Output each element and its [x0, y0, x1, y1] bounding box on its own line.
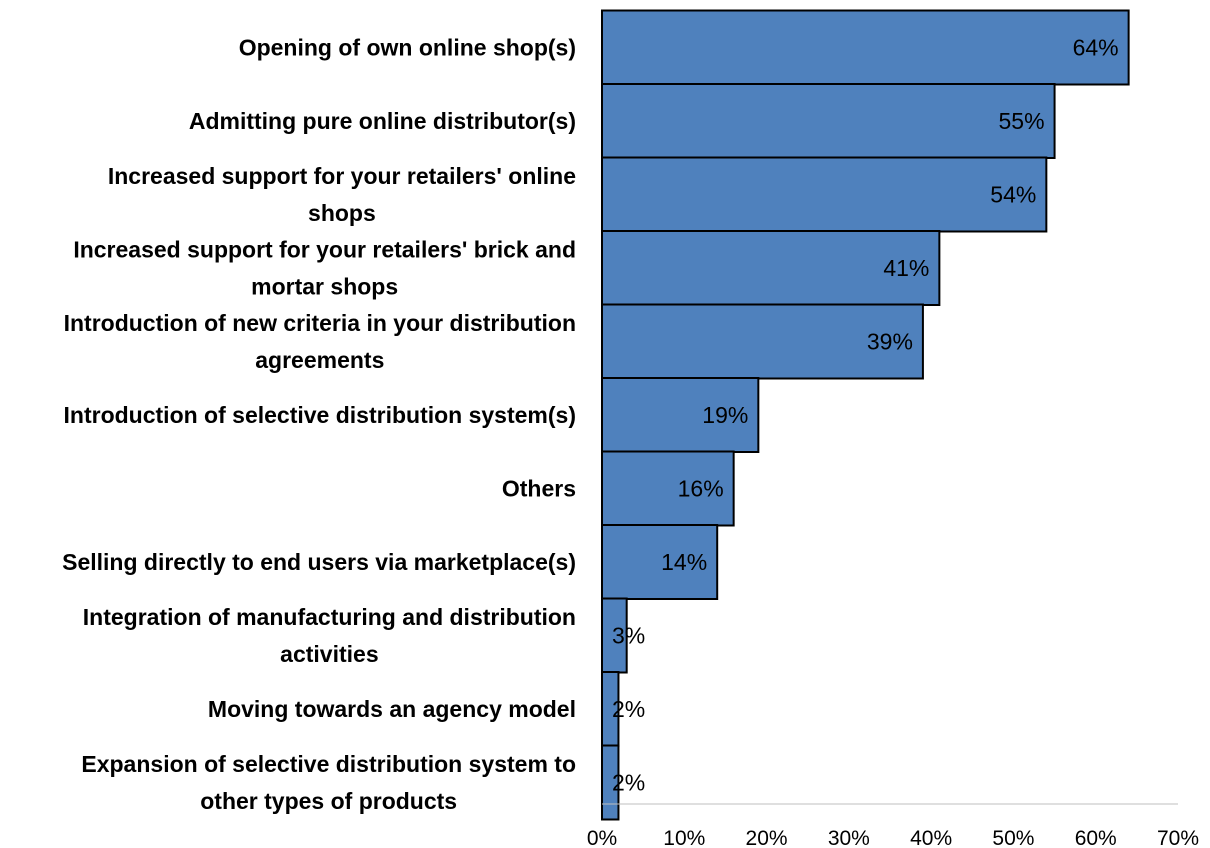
category-labels: Opening of own online shop(s) Admitting p… [62, 35, 576, 815]
category-label-line: Introduction of selective distribution s… [64, 402, 576, 428]
category-label-line: mortar shops [251, 274, 398, 300]
category-label-line: other types of products [200, 788, 457, 814]
category-label: Expansion of selective distribution syst… [81, 751, 576, 814]
bar [601, 450, 735, 527]
bar [601, 156, 1048, 233]
value-label: 55% [999, 108, 1045, 134]
x-tick-label: 70% [1157, 827, 1199, 848]
category-label-line: activities [280, 641, 378, 667]
bar [601, 83, 1056, 159]
value-labels: 64% 55% 54% 41% 39% 19% 16% 14% 3% 2% 2% [612, 35, 1119, 796]
category-label: Increased support for your retailers' br… [73, 237, 576, 300]
bar [601, 9, 1130, 86]
category-label-line: shops [308, 200, 376, 226]
value-label: 14% [661, 549, 707, 575]
value-label: 39% [867, 329, 913, 355]
bars [601, 9, 1130, 821]
category-label: Increased support for your retailers' on… [108, 163, 576, 226]
x-axis-tick-labels: 0% 10% 20% 30% 40% 50% 60% 70% [587, 827, 1199, 848]
x-tick-label: 60% [1075, 827, 1117, 848]
category-label: Others [502, 476, 576, 502]
x-tick-label: 0% [587, 827, 617, 848]
x-tick-label: 50% [992, 827, 1034, 848]
x-tick-label: 30% [828, 827, 870, 848]
category-label-line: Selling directly to end users via market… [62, 549, 576, 575]
value-label: 3% [612, 623, 645, 649]
category-label: Opening of own online shop(s) [239, 35, 576, 61]
bar [601, 524, 719, 600]
category-label: Moving towards an agency model [208, 696, 576, 722]
x-tick-label: 10% [663, 827, 705, 848]
bar [601, 377, 760, 453]
category-label: Introduction of new criteria in your dis… [64, 310, 576, 373]
category-label-line: agreements [255, 347, 384, 373]
category-label-line: Integration of manufacturing and distrib… [83, 604, 576, 630]
category-label: Introduction of selective distribution s… [64, 402, 576, 428]
bar [601, 303, 924, 380]
bar [601, 597, 628, 674]
x-tick-label: 40% [910, 827, 952, 848]
category-label-line: Others [502, 476, 576, 502]
category-label-line: Expansion of selective distribution syst… [81, 751, 576, 777]
category-label: Integration of manufacturing and distrib… [83, 604, 576, 667]
category-label: Admitting pure online distributor(s) [189, 108, 576, 134]
category-label-line: Increased support for your retailers' br… [73, 237, 576, 263]
category-label-line: Increased support for your retailers' on… [108, 163, 576, 189]
category-label-line: Introduction of new criteria in your dis… [64, 310, 576, 336]
category-label-line: Admitting pure online distributor(s) [189, 108, 576, 134]
value-label: 64% [1073, 35, 1119, 61]
value-label: 16% [678, 476, 724, 502]
category-label-line: Moving towards an agency model [208, 696, 576, 722]
category-label-line: Opening of own online shop(s) [239, 35, 576, 61]
x-tick-label: 20% [746, 827, 788, 848]
value-label: 41% [883, 255, 929, 281]
bar [601, 230, 941, 306]
value-label: 19% [702, 402, 748, 428]
value-label: 2% [612, 696, 645, 722]
value-label: 54% [990, 182, 1036, 208]
bar [601, 744, 620, 821]
value-label: 2% [612, 770, 645, 796]
category-label: Selling directly to end users via market… [62, 549, 576, 575]
